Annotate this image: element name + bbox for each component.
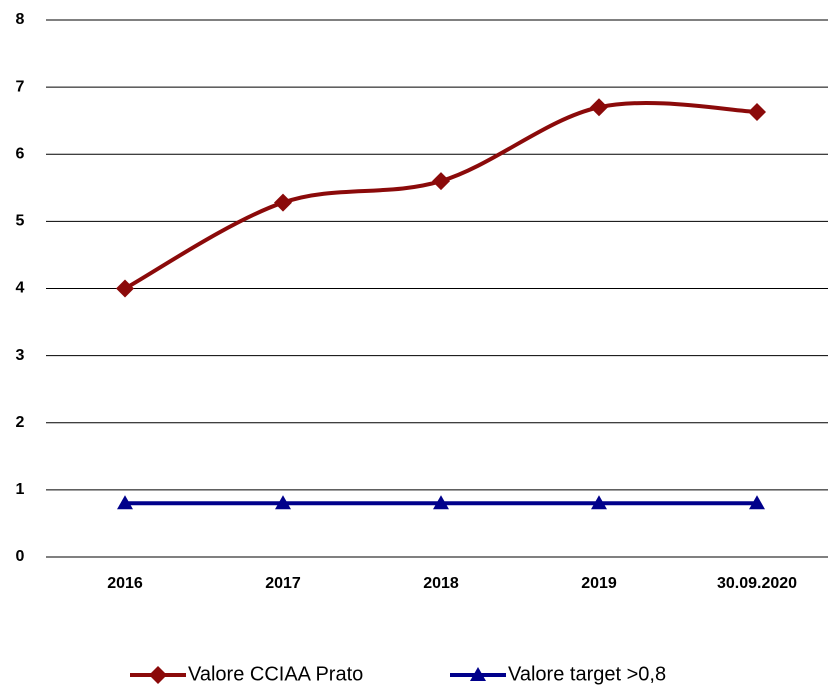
- point-marker: [433, 495, 449, 510]
- y-tick-label: 8: [16, 11, 25, 28]
- x-tick-label: 2018: [423, 575, 459, 592]
- legend-label: Valore CCIAA Prato: [188, 663, 363, 685]
- y-tick-label: 1: [16, 481, 25, 498]
- x-tick-label: 2019: [581, 575, 617, 592]
- legend-marker: [149, 666, 167, 684]
- point-marker: [117, 495, 133, 510]
- point-marker: [749, 495, 765, 510]
- point-marker: [116, 279, 134, 298]
- legend-marker: [470, 667, 486, 681]
- y-tick-label: 5: [16, 213, 25, 230]
- x-tick-label: 2016: [107, 575, 143, 592]
- y-tick-label: 6: [16, 145, 25, 162]
- point-marker: [275, 495, 291, 510]
- x-tick-label: 2017: [265, 575, 301, 592]
- y-tick-label: 7: [16, 78, 25, 95]
- y-tick-label: 4: [16, 280, 25, 297]
- legend-label: Valore target >0,8: [508, 663, 666, 685]
- point-marker: [432, 172, 450, 191]
- series-line: [124, 101, 758, 291]
- y-tick-label: 3: [16, 347, 25, 364]
- point-marker: [591, 495, 607, 510]
- point-marker: [590, 98, 608, 117]
- point-marker: [748, 102, 766, 121]
- y-tick-label: 2: [16, 414, 25, 431]
- y-tick-label: 0: [16, 548, 25, 565]
- point-marker: [274, 193, 292, 212]
- x-tick-label: 30.09.2020: [717, 575, 797, 592]
